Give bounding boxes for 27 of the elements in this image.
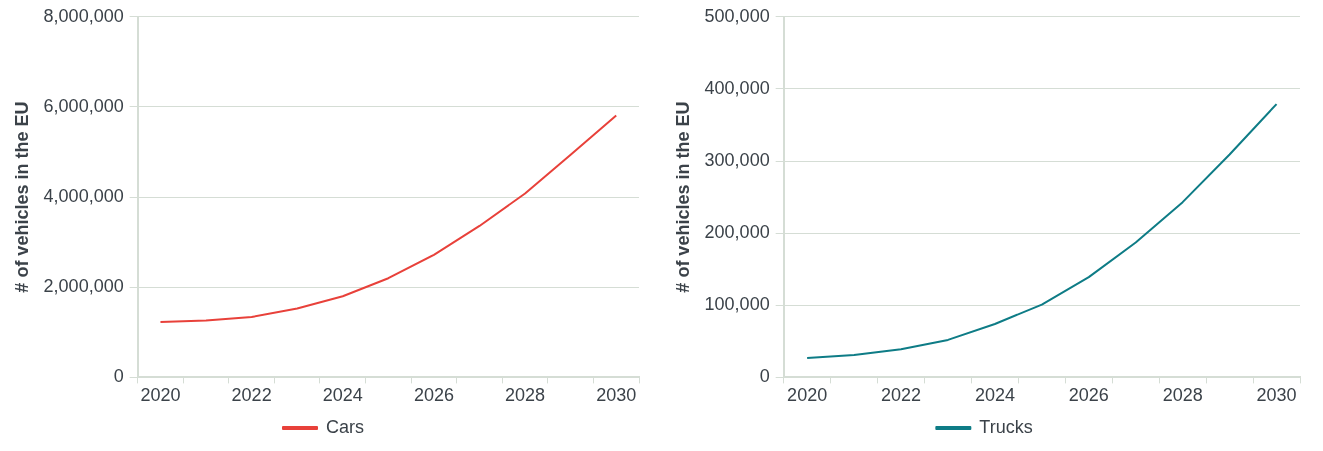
x-tick-label: 2028	[1162, 385, 1203, 406]
y-tick-label: 300,000	[704, 150, 770, 171]
x-tick-label: 2024	[974, 385, 1015, 406]
x-tick-label: 2024	[322, 385, 363, 406]
legend-label: Cars	[326, 416, 365, 437]
x-tick-label: 2030	[596, 385, 637, 406]
y-tick-label: 100,000	[704, 294, 770, 315]
y-tick-label: 200,000	[704, 222, 770, 243]
y-tick-label: 4,000,000	[43, 186, 124, 207]
x-tick-label: 2028	[505, 385, 546, 406]
x-tick-label: 2022	[231, 385, 272, 406]
y-axis-title: # of vehicles in the EU	[672, 101, 693, 293]
x-tick-label: 2022	[880, 385, 922, 406]
y-axis-title: # of vehicles in the EU	[11, 101, 32, 293]
y-tick-label: 6,000,000	[43, 95, 124, 116]
legend-label: Trucks	[979, 416, 1033, 437]
y-tick-label: 0	[113, 366, 124, 387]
x-tick-label: 2020	[787, 385, 828, 406]
y-tick-label: 500,000	[704, 5, 770, 26]
x-tick-label: 2026	[413, 385, 454, 406]
y-tick-label: 0	[759, 366, 770, 387]
y-tick-label: 400,000	[704, 77, 770, 98]
x-tick-label: 2026	[1068, 385, 1109, 406]
x-tick-label: 2030	[1256, 385, 1297, 406]
x-tick-label: 2020	[140, 385, 181, 406]
y-tick-label: 2,000,000	[43, 276, 124, 297]
y-tick-label: 8,000,000	[43, 5, 124, 26]
